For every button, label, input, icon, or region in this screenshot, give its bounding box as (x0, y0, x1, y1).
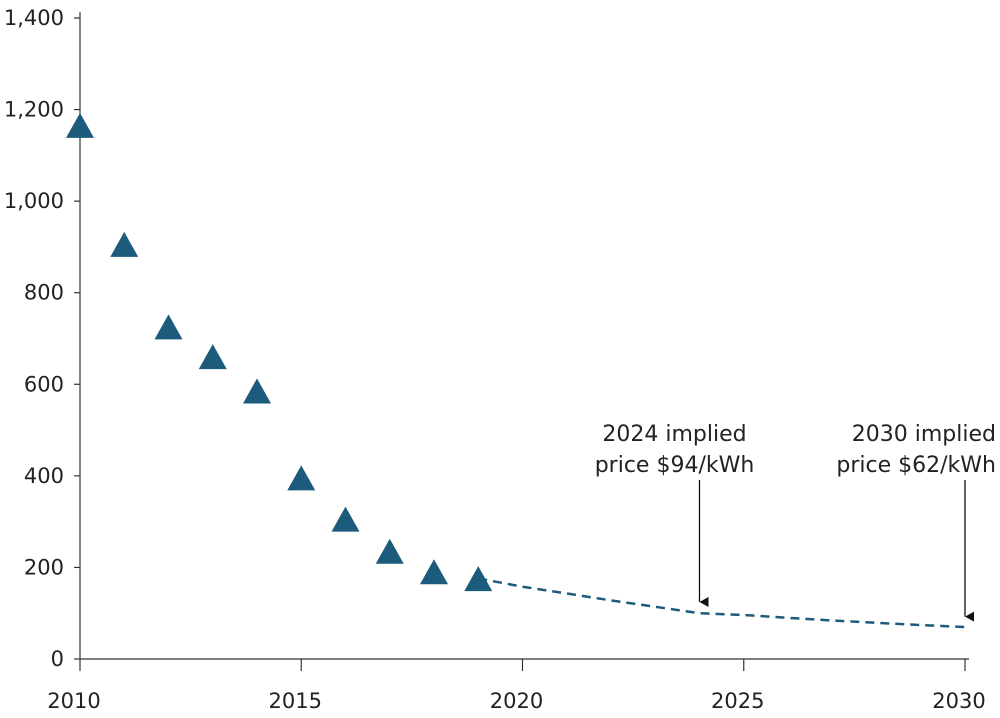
data-point-triangle (198, 344, 227, 370)
annotation-label: price $94/kWh (595, 453, 755, 478)
x-tick-label: 2015 (269, 689, 322, 713)
x-tick-label: 2030 (932, 689, 985, 713)
x-tick-label: 2020 (490, 689, 543, 713)
y-tick-label: 400 (24, 464, 64, 488)
data-point-triangle (464, 566, 493, 592)
x-tick-label: 2010 (47, 689, 100, 713)
annotation-layer: 2024 implied price $94/kWh 2030 implied pri… (595, 422, 996, 622)
data-point-triangle (287, 465, 316, 491)
data-point-triangle (243, 378, 271, 404)
axes: 0 200 400 600 800 1,000 1,200 1,400 2010 2015 2020… (4, 6, 986, 713)
annotation-label: 2024 implied (602, 422, 746, 447)
data-point-triangle (154, 314, 183, 340)
data-point-triangle (375, 538, 404, 564)
data-point-triangle (110, 231, 139, 257)
data-point-triangle (331, 506, 360, 532)
x-tick-label: 2025 (711, 689, 764, 713)
data-point-triangle (66, 112, 94, 138)
data-point-triangle (420, 559, 448, 585)
y-tick-label: 1,200 (4, 98, 64, 122)
y-tick-label: 0 (51, 647, 64, 671)
annotation-label: price $62/kWh (836, 453, 996, 478)
y-tick-label: 1,400 (4, 6, 64, 30)
y-tick-label: 200 (24, 555, 64, 579)
y-tick-label: 600 (24, 372, 64, 396)
annotation-label: 2030 implied (852, 422, 996, 447)
forecast-dashed-line (478, 577, 966, 629)
series-layer (66, 112, 966, 629)
y-tick-label: 800 (24, 281, 64, 305)
y-tick-label: 1,000 (4, 189, 64, 213)
